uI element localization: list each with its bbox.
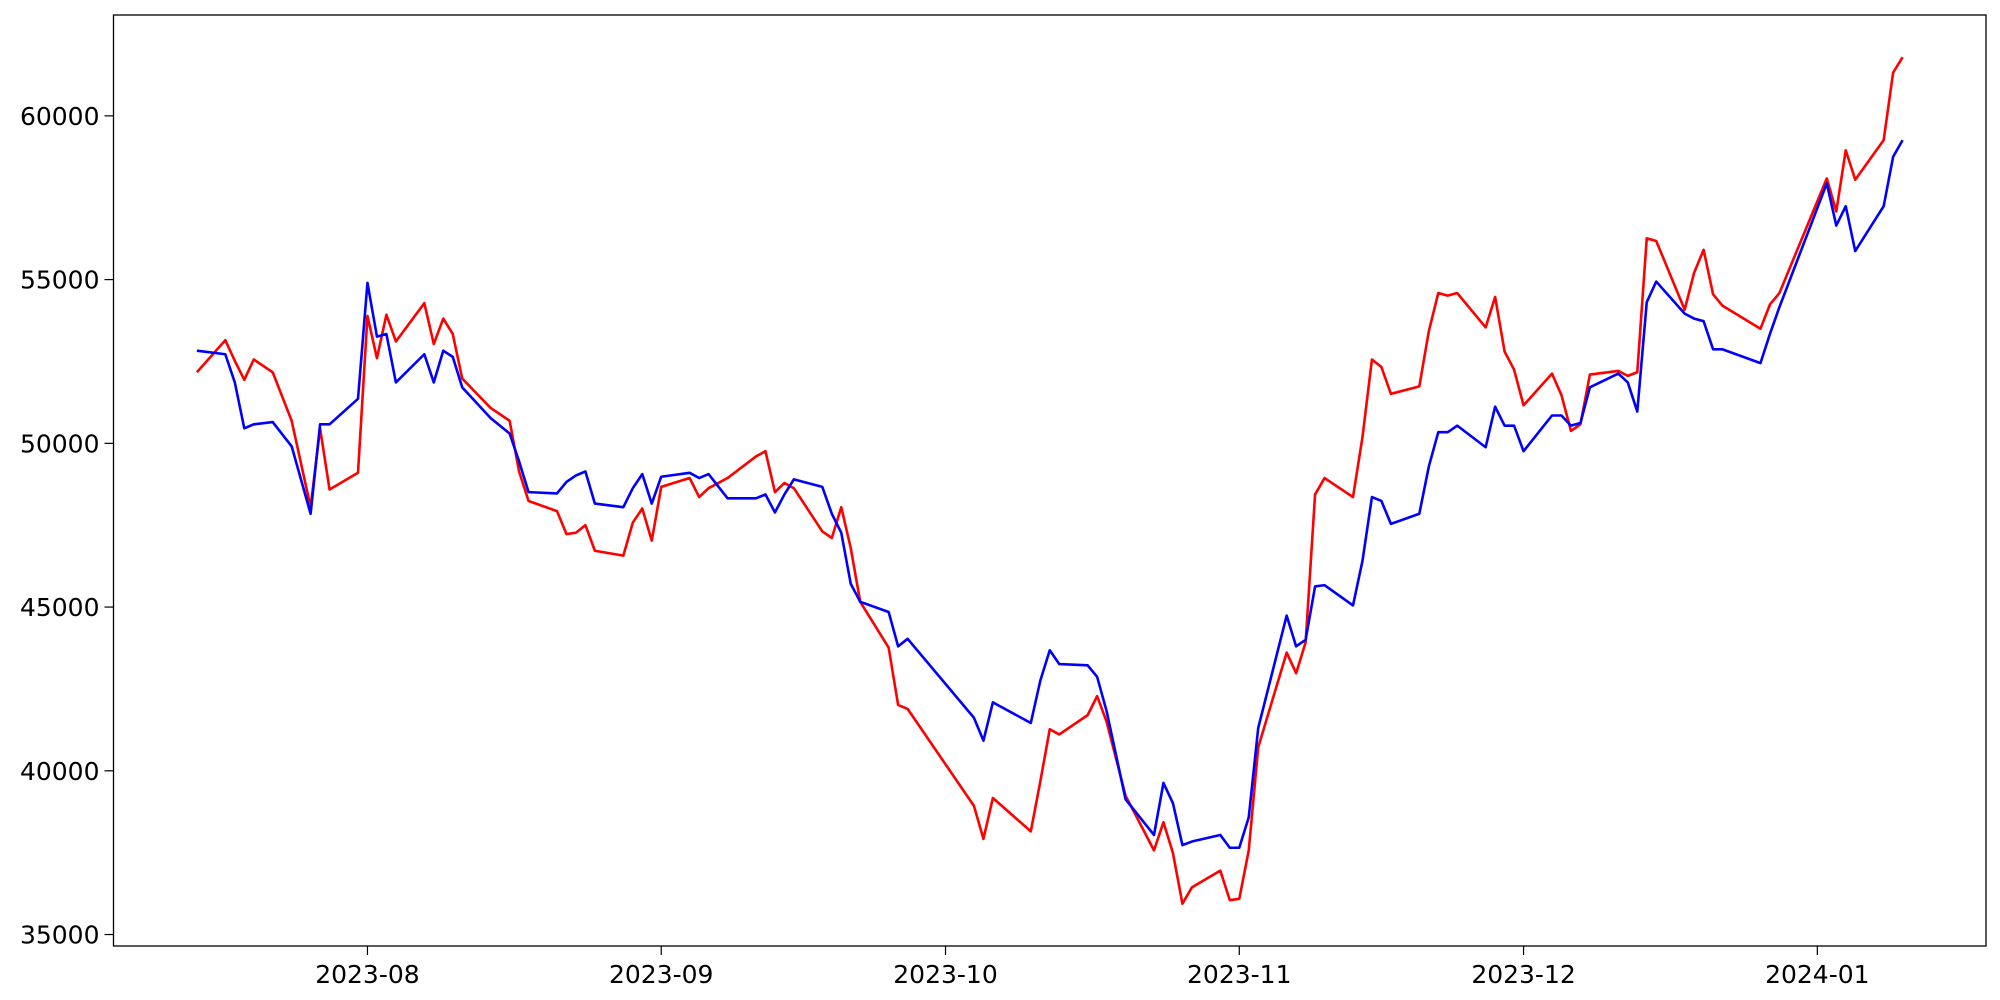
y-tick-label: 50000 <box>20 429 100 458</box>
y-tick-label: 60000 <box>20 102 100 131</box>
line-series <box>195 56 1904 906</box>
x-tick-label: 2023-11 <box>1187 960 1291 989</box>
y-tick-label: 55000 <box>20 266 100 295</box>
y-tick-label: 45000 <box>20 593 100 622</box>
x-tick-label: 2023-10 <box>893 960 997 989</box>
x-tick-label: 2023-12 <box>1471 960 1575 989</box>
x-tick-label: 2023-08 <box>315 960 419 989</box>
x-tick-label: 2023-09 <box>609 960 713 989</box>
x-tick-label: 2024-01 <box>1765 960 1869 989</box>
y-tick-label: 35000 <box>20 921 100 950</box>
line-series <box>196 139 1904 850</box>
axes-frame <box>112 14 1987 947</box>
y-tick-label: 40000 <box>20 757 100 786</box>
